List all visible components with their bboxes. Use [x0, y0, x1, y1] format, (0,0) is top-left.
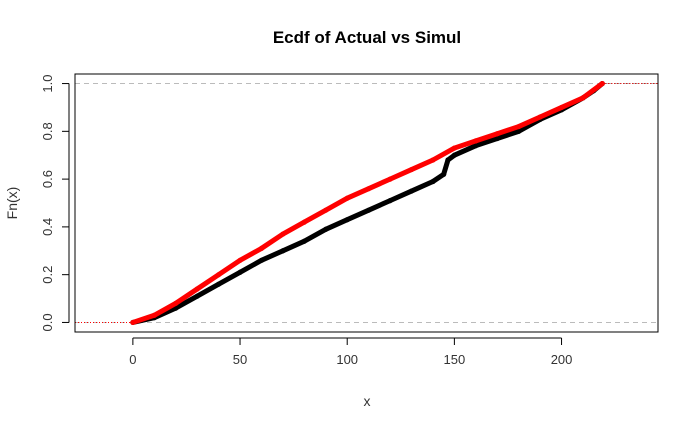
- data-point: [430, 178, 436, 185]
- data-point: [216, 281, 222, 287]
- x-tick-label: 150: [444, 352, 466, 367]
- x-axis-label: x: [364, 393, 371, 409]
- data-point: [151, 312, 157, 318]
- y-axis: 0.0 0.2 0.4 0.6 0.8 1.0: [40, 75, 70, 331]
- y-tick-label: 0.2: [40, 266, 55, 284]
- data-point: [451, 145, 457, 151]
- data-point: [323, 226, 329, 232]
- data-point: [344, 195, 350, 201]
- data-point: [237, 257, 243, 263]
- x-tick-label: 100: [336, 352, 358, 367]
- series-1: [75, 80, 658, 326]
- x-tick-label: 0: [129, 352, 136, 367]
- series-0: [75, 80, 658, 326]
- y-tick-label: 0.0: [40, 313, 55, 331]
- data-point: [344, 217, 350, 223]
- data-point: [258, 245, 265, 251]
- data-point: [494, 135, 500, 142]
- data-point: [451, 152, 457, 158]
- data-point: [130, 319, 136, 326]
- data-point: [323, 207, 329, 213]
- chart-title: Ecdf of Actual vs Simul: [273, 28, 461, 47]
- y-tick-label: 0.4: [40, 218, 55, 236]
- data-point: [194, 293, 200, 299]
- data-point: [441, 171, 447, 177]
- x-axis: 0 50 100 150 200: [129, 337, 573, 367]
- data-point: [494, 131, 500, 137]
- data-point: [301, 238, 307, 244]
- y-tick-label: 0.8: [40, 122, 55, 140]
- data-point: [366, 186, 372, 192]
- x-tick-label: 50: [233, 352, 247, 367]
- x-tick-label: 200: [551, 352, 573, 367]
- series-layer: [75, 80, 658, 326]
- data-point: [430, 157, 436, 163]
- data-point: [599, 80, 605, 87]
- data-point: [473, 138, 479, 144]
- data-point: [516, 128, 522, 134]
- data-point: [445, 157, 451, 163]
- data-point: [301, 219, 307, 225]
- data-point: [473, 143, 479, 149]
- y-tick-label: 0.6: [40, 170, 55, 188]
- series-line: [130, 81, 605, 325]
- data-point: [408, 166, 415, 173]
- plot-frame: [74, 73, 659, 333]
- data-point: [537, 114, 543, 120]
- reference-lines: [75, 83, 658, 323]
- data-point: [387, 176, 393, 182]
- data-point: [387, 198, 393, 204]
- series-line: [130, 81, 605, 325]
- data-point: [194, 286, 200, 292]
- data-point: [173, 300, 179, 306]
- data-point: [258, 257, 265, 263]
- data-point: [280, 248, 286, 254]
- data-point: [558, 104, 565, 111]
- data-point: [280, 231, 286, 237]
- data-point: [216, 272, 222, 278]
- data-point: [237, 269, 243, 275]
- data-point: [516, 123, 522, 130]
- y-axis-label: Fn(x): [4, 187, 20, 220]
- y-tick-label: 1.0: [40, 75, 55, 93]
- data-point: [408, 188, 415, 194]
- data-point: [366, 207, 372, 213]
- data-point: [580, 95, 586, 101]
